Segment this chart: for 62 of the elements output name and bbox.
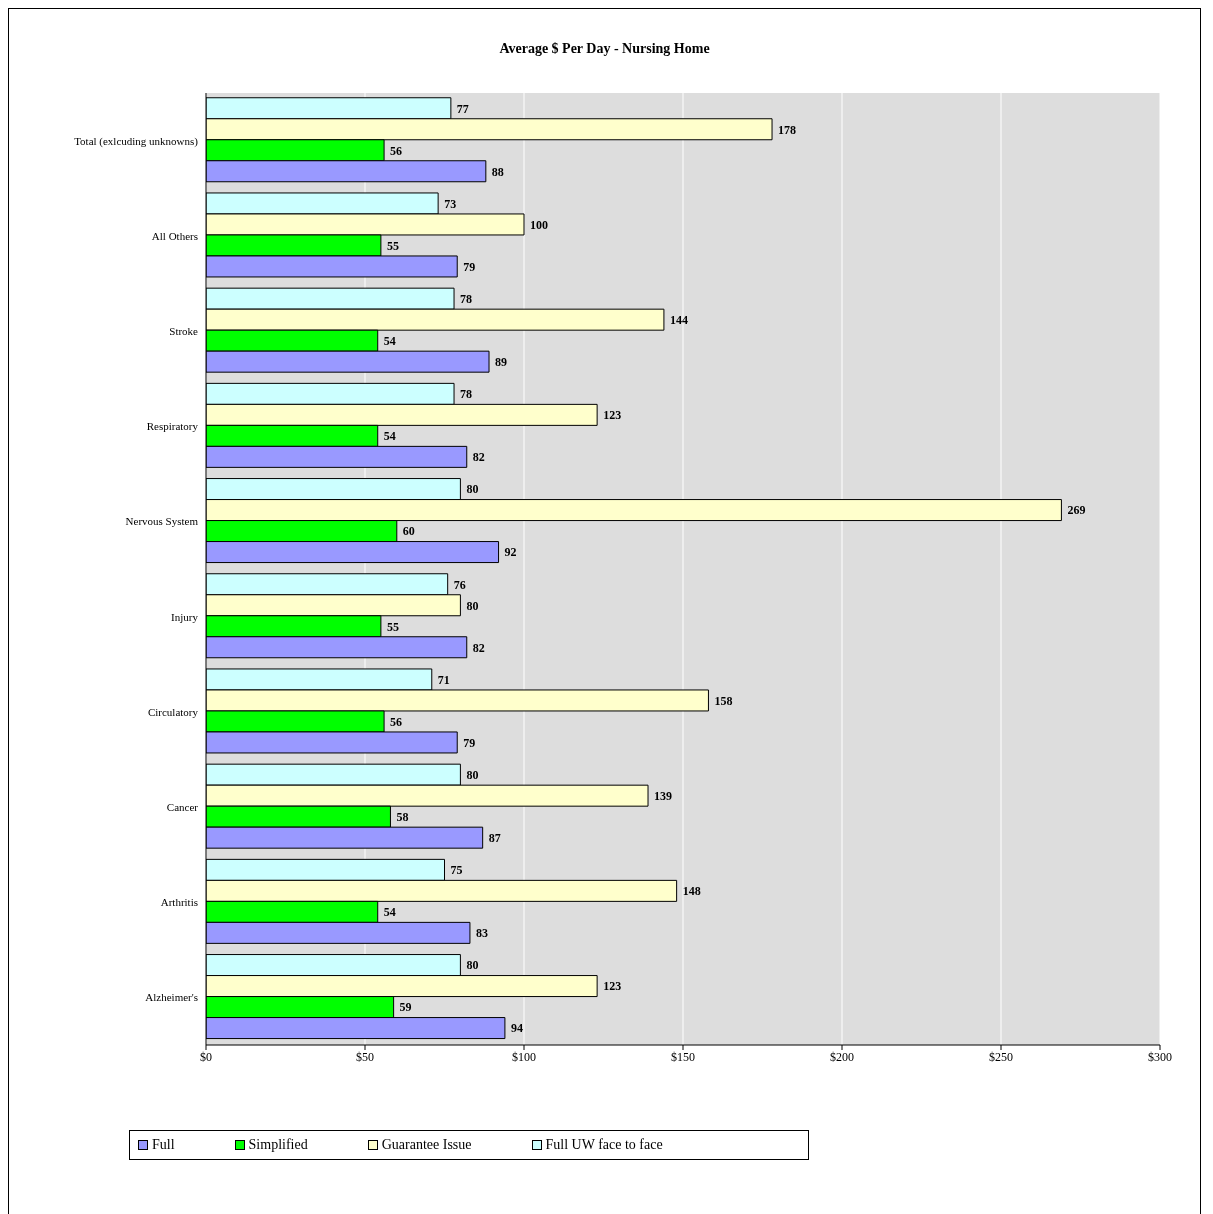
data-label: 148 [682, 884, 701, 899]
legend-label: Simplified [248, 1137, 308, 1153]
data-label: 139 [654, 788, 673, 803]
y-tick-label: Injury [171, 610, 199, 623]
data-label: 88 [491, 164, 504, 179]
legend-label: Full UW face to face [545, 1137, 663, 1153]
data-label: 79 [463, 259, 476, 274]
data-label: 54 [383, 333, 396, 348]
data-label: 78 [460, 387, 473, 402]
data-label: 94 [510, 1021, 523, 1036]
data-label: 80 [466, 958, 479, 973]
data-label: 59 [399, 1000, 412, 1015]
data-label: 158 [714, 693, 733, 708]
x-tick-label: $50 [356, 1049, 374, 1064]
y-tick-label: All Others [151, 229, 198, 242]
data-label: 89 [495, 354, 508, 369]
data-label: 83 [475, 926, 488, 941]
data-label: 73 [444, 196, 457, 211]
data-label: 54 [383, 429, 396, 444]
y-tick-label: Nervous System [125, 515, 199, 528]
data-label: 55 [386, 238, 399, 253]
legend-label: Full [152, 1137, 175, 1153]
y-tick-label: Respiratory [146, 420, 199, 433]
x-tick-label: $300 [1148, 1049, 1172, 1064]
data-label: 77 [456, 101, 469, 116]
data-label: 54 [383, 905, 396, 920]
data-label: 80 [466, 598, 479, 613]
data-label: 76 [453, 577, 466, 592]
data-label: 123 [603, 979, 622, 994]
x-tick-label: $0 [200, 1049, 212, 1064]
y-tick-label: Alzheimer's [145, 991, 198, 1004]
y-tick-label: Cancer [166, 800, 199, 813]
y-tick-label: Stroke [169, 324, 199, 337]
data-label: 78 [460, 291, 473, 306]
y-tick-label: Total (exlcuding unknowns) [74, 134, 199, 148]
data-label: 80 [466, 482, 479, 497]
x-tick-label: $250 [989, 1049, 1013, 1064]
data-label: 269 [1067, 503, 1086, 518]
x-tick-label: $150 [671, 1049, 695, 1064]
data-label: 92 [504, 545, 517, 560]
data-label: 56 [390, 143, 403, 158]
data-label: 82 [472, 450, 485, 465]
chart-title: Average $ Per Day - Nursing Home [499, 41, 710, 57]
x-tick-label: $100 [512, 1049, 536, 1064]
y-tick-label: Circulatory [147, 705, 199, 718]
data-label: 82 [472, 640, 485, 655]
data-label: 79 [463, 735, 476, 750]
data-label: 71 [437, 672, 450, 687]
data-label: 55 [386, 619, 399, 634]
x-tick-label: $200 [830, 1049, 854, 1064]
legend-label: Guarantee Issue [381, 1137, 472, 1153]
data-label: 58 [396, 809, 409, 824]
data-label: 144 [669, 312, 688, 327]
data-label: 56 [390, 714, 403, 729]
data-label: 80 [466, 767, 479, 782]
data-label: 60 [402, 524, 415, 539]
data-label: 75 [450, 863, 463, 878]
data-label: 87 [488, 830, 501, 845]
data-label: 123 [603, 408, 622, 423]
data-label: 100 [530, 217, 548, 232]
data-label: 178 [778, 122, 797, 137]
y-tick-label: Arthritis [160, 896, 198, 909]
